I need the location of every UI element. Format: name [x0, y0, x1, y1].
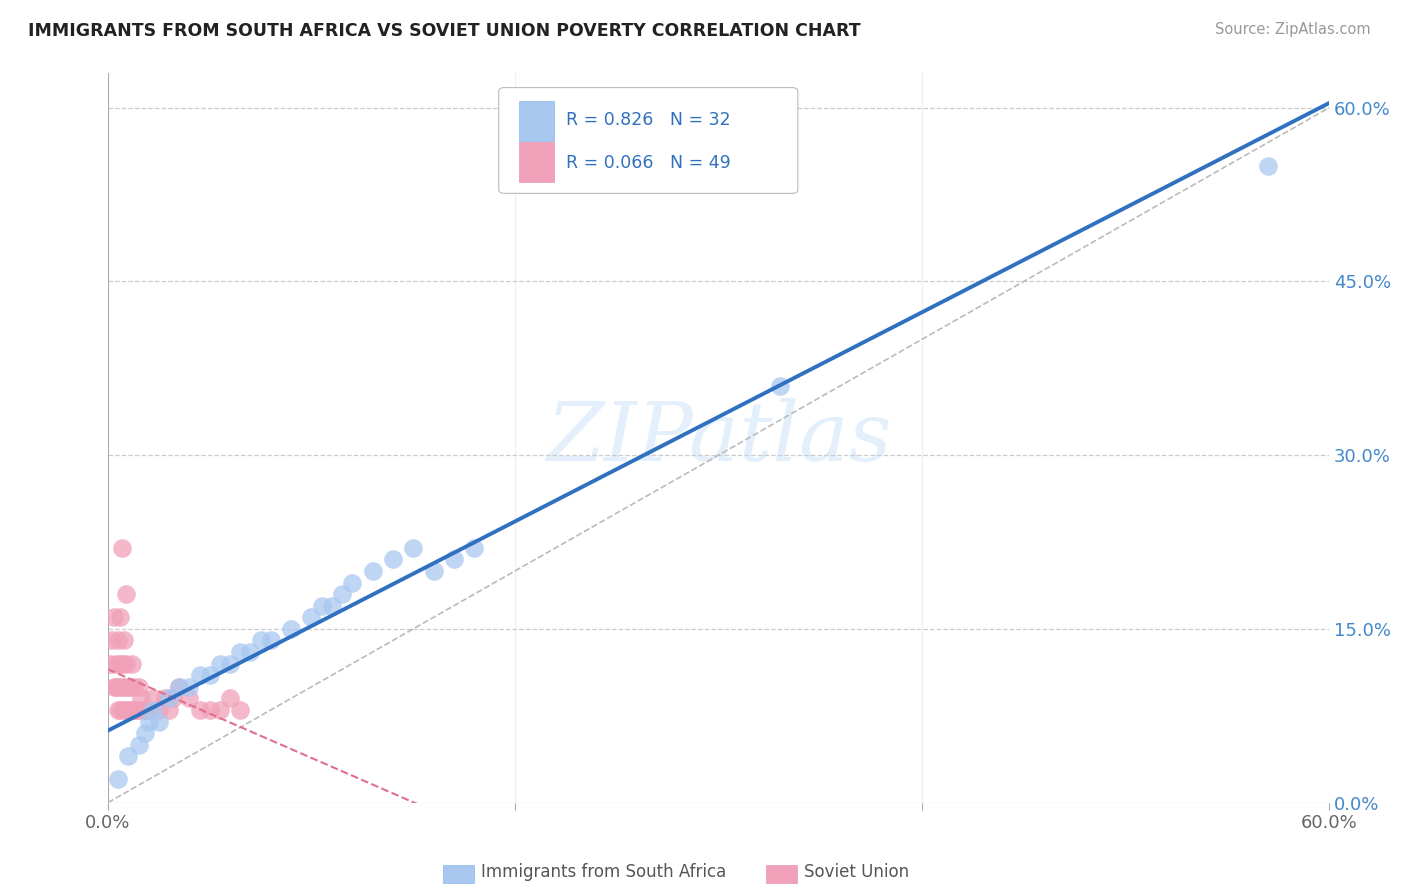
- Point: [142, 691, 165, 706]
- Point: [198, 668, 221, 682]
- Text: R = 0.066   N = 49: R = 0.066 N = 49: [565, 153, 731, 172]
- Point: [219, 691, 242, 706]
- Point: [128, 738, 150, 752]
- Point: [148, 703, 170, 717]
- Point: [107, 680, 129, 694]
- Point: [124, 703, 146, 717]
- Point: [422, 564, 444, 578]
- Point: [108, 657, 131, 671]
- Point: [208, 657, 231, 671]
- Point: [128, 680, 150, 694]
- Point: [108, 610, 131, 624]
- Point: [179, 680, 201, 694]
- Point: [138, 714, 160, 729]
- FancyBboxPatch shape: [519, 101, 554, 141]
- Point: [115, 657, 138, 671]
- Point: [105, 680, 128, 694]
- Point: [129, 691, 152, 706]
- Point: [239, 645, 262, 659]
- Point: [117, 749, 139, 764]
- Point: [229, 703, 252, 717]
- Point: [112, 633, 135, 648]
- Point: [103, 680, 125, 694]
- Text: R = 0.826   N = 32: R = 0.826 N = 32: [565, 112, 731, 129]
- Point: [260, 633, 283, 648]
- Point: [768, 378, 790, 392]
- Point: [134, 726, 156, 740]
- Text: Immigrants from South Africa: Immigrants from South Africa: [481, 863, 725, 881]
- Point: [138, 703, 160, 717]
- Point: [115, 703, 138, 717]
- Text: Soviet Union: Soviet Union: [804, 863, 910, 881]
- Text: IMMIGRANTS FROM SOUTH AFRICA VS SOVIET UNION POVERTY CORRELATION CHART: IMMIGRANTS FROM SOUTH AFRICA VS SOVIET U…: [28, 22, 860, 40]
- Point: [120, 703, 142, 717]
- Point: [340, 575, 363, 590]
- Point: [188, 668, 211, 682]
- Point: [301, 610, 323, 624]
- Point: [98, 657, 121, 671]
- Point: [105, 657, 128, 671]
- Point: [463, 541, 485, 555]
- Point: [330, 587, 353, 601]
- Point: [112, 680, 135, 694]
- Point: [115, 587, 138, 601]
- Point: [157, 703, 180, 717]
- Point: [111, 657, 134, 671]
- Point: [153, 691, 176, 706]
- Text: Source: ZipAtlas.com: Source: ZipAtlas.com: [1215, 22, 1371, 37]
- Point: [198, 703, 221, 717]
- Point: [108, 703, 131, 717]
- Point: [131, 703, 153, 717]
- Point: [361, 564, 384, 578]
- Point: [1257, 159, 1279, 173]
- Point: [128, 703, 150, 717]
- Text: ZIPatlas: ZIPatlas: [546, 398, 891, 478]
- Point: [125, 703, 148, 717]
- Point: [121, 657, 143, 671]
- Point: [311, 599, 333, 613]
- Point: [157, 691, 180, 706]
- Point: [117, 703, 139, 717]
- FancyBboxPatch shape: [519, 143, 554, 183]
- Point: [121, 703, 143, 717]
- Point: [107, 633, 129, 648]
- Point: [229, 645, 252, 659]
- Point: [148, 714, 170, 729]
- Point: [107, 703, 129, 717]
- Point: [101, 633, 124, 648]
- Point: [107, 772, 129, 787]
- Point: [179, 691, 201, 706]
- FancyBboxPatch shape: [499, 87, 797, 194]
- Point: [381, 552, 404, 566]
- Point: [167, 680, 190, 694]
- Point: [167, 680, 190, 694]
- Point: [219, 657, 242, 671]
- Point: [134, 703, 156, 717]
- Point: [135, 703, 157, 717]
- Point: [402, 541, 425, 555]
- Point: [443, 552, 465, 566]
- Point: [117, 680, 139, 694]
- Point: [111, 541, 134, 555]
- Point: [112, 703, 135, 717]
- Point: [120, 680, 142, 694]
- Point: [249, 633, 271, 648]
- Point: [280, 622, 302, 636]
- Point: [188, 703, 211, 717]
- Point: [208, 703, 231, 717]
- Point: [162, 691, 184, 706]
- Point: [321, 599, 343, 613]
- Point: [142, 703, 165, 717]
- Point: [111, 680, 134, 694]
- Point: [103, 610, 125, 624]
- Point: [124, 680, 146, 694]
